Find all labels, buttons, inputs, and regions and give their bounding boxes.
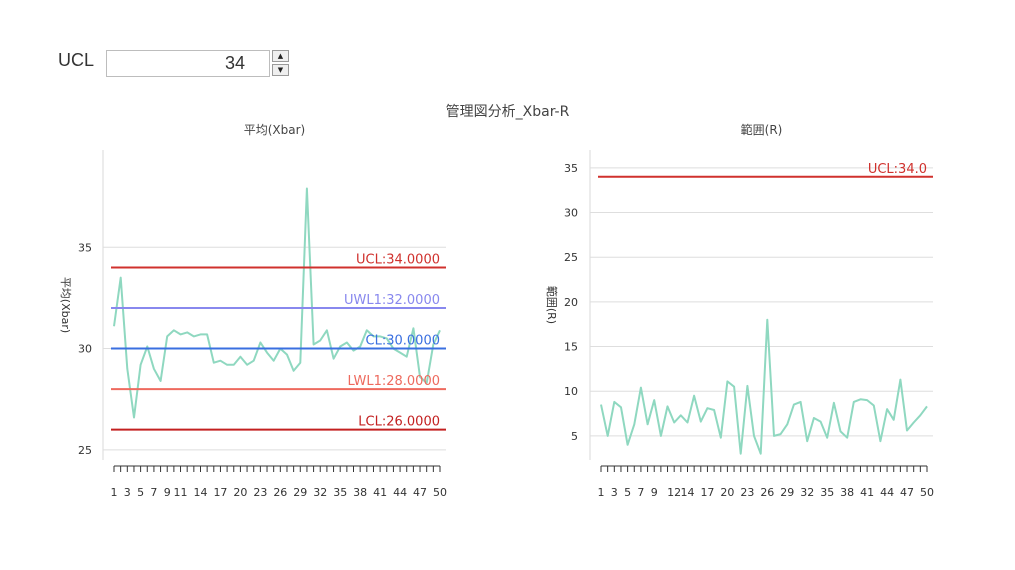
x-tick-label: 47	[413, 486, 427, 499]
x-tick-label: 17	[213, 486, 227, 499]
y-tick-label: 25	[564, 251, 578, 264]
x-tick-label: 12	[667, 486, 681, 499]
x-tick-label: 1	[598, 486, 605, 499]
series-line	[113, 187, 441, 419]
x-tick-label: 1	[111, 486, 118, 499]
x-tick-label: 14	[680, 486, 694, 499]
y-tick-label: 30	[78, 343, 92, 356]
x-tick-label: 32	[313, 486, 327, 499]
x-tick-label: 50	[433, 486, 447, 499]
control-line-label: UCL:34.0000	[356, 253, 440, 268]
control-line-label: UWL1:32.0000	[344, 293, 440, 308]
y-tick-label: 15	[564, 341, 578, 354]
y-tick-label: 10	[564, 385, 578, 398]
y-tick-label: 35	[564, 162, 578, 175]
x-tick-label: 3	[124, 486, 131, 499]
x-tick-label: 29	[293, 486, 307, 499]
x-tick-label: 17	[700, 486, 714, 499]
control-line-label: CL:30.0000	[366, 334, 440, 349]
x-tick-label: 3	[611, 486, 618, 499]
y-tick-label: 5	[571, 430, 578, 443]
control-line-label: LCL:26.0000	[358, 415, 440, 430]
y-axis-label: 範囲(R)	[545, 286, 559, 324]
x-tick-label: 5	[137, 486, 144, 499]
y-tick-label: 35	[78, 241, 92, 254]
x-tick-label: 11	[174, 486, 188, 499]
x-tick-label: 29	[780, 486, 794, 499]
x-tick-label: 5	[624, 486, 631, 499]
x-tick-label: 9	[164, 486, 171, 499]
x-tick-label: 26	[273, 486, 287, 499]
x-tick-label: 9	[651, 486, 658, 499]
control-line-label: LWL1:28.0000	[347, 374, 440, 389]
chart-title: 範囲(R)	[741, 122, 783, 137]
y-tick-label: 30	[564, 207, 578, 220]
x-tick-label: 20	[720, 486, 734, 499]
ucl-spinbox[interactable]: 34 ▲ ▼	[106, 50, 289, 77]
x-tick-label: 47	[900, 486, 914, 499]
ucl-label: UCL	[58, 50, 95, 70]
x-tick-label: 20	[233, 486, 247, 499]
x-tick-label: 41	[373, 486, 387, 499]
x-tick-label: 26	[760, 486, 774, 499]
x-tick-label: 41	[860, 486, 874, 499]
series-line	[600, 318, 928, 455]
x-tick-label: 23	[253, 486, 267, 499]
x-tick-label: 7	[150, 486, 157, 499]
x-tick-label: 38	[840, 486, 854, 499]
x-tick-label: 7	[637, 486, 644, 499]
x-tick-label: 35	[820, 486, 834, 499]
main-title: 管理図分析_Xbar-R	[445, 104, 570, 120]
chart-title: 平均(Xbar)	[244, 123, 306, 137]
control-line-label: UCL:34.0	[868, 162, 927, 177]
x-tick-label: 38	[353, 486, 367, 499]
x-tick-label: 35	[333, 486, 347, 499]
x-tick-label: 50	[920, 486, 934, 499]
ucl-spinner[interactable]: ▲ ▼	[272, 50, 289, 77]
x-tick-label: 44	[393, 486, 407, 499]
x-tick-label: 23	[740, 486, 754, 499]
x-tick-label: 14	[193, 486, 207, 499]
ucl-input[interactable]: 34	[106, 50, 270, 77]
x-tick-label: 44	[880, 486, 894, 499]
spin-up-button[interactable]: ▲	[272, 50, 289, 62]
y-tick-label: 20	[564, 296, 578, 309]
x-tick-label: 32	[800, 486, 814, 499]
y-tick-label: 25	[78, 444, 92, 457]
y-axis-label: 平均(Xbar)	[59, 277, 72, 333]
spin-down-button[interactable]: ▼	[272, 64, 289, 76]
